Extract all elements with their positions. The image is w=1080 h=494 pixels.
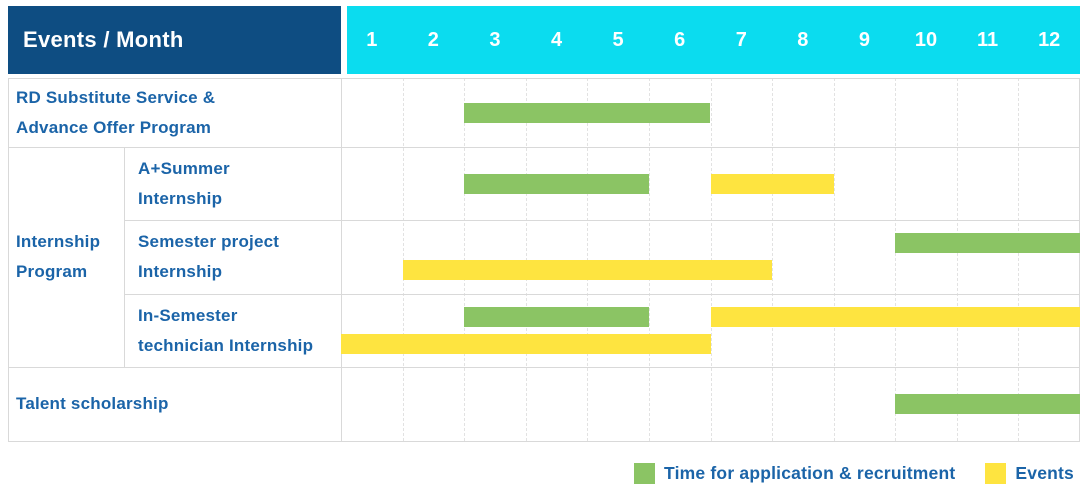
month-label: 2 [427,28,439,51]
gantt-bar-application [464,307,649,327]
group-label: Internship Program [16,232,101,281]
month-label: 1 [366,28,378,51]
grid-line-month [956,78,958,441]
event-color-swatch [985,462,1007,484]
row-label: Talent scholarship [16,394,169,414]
gantt-bar-application [464,103,711,123]
sub-row-label: Semester project Internship [138,232,280,281]
row-divider [8,441,1080,442]
legend: Time for application & recruitment Event… [634,461,1074,485]
grid-line-month [525,78,527,441]
row-divider [124,294,1080,295]
grid-line-month [587,78,589,441]
legend-label-application: Time for application & recruitment [664,462,956,483]
gantt-bar-event [710,307,1080,327]
column-divider [8,78,9,441]
month-label: 3 [489,28,501,51]
sub-row-label: A+Summer Internship [138,158,230,208]
month-label: 5 [612,28,624,51]
legend-label-events: Events [1015,462,1074,483]
gantt-bar-event [402,260,773,280]
month-label: 8 [797,28,809,51]
gantt-bar-application [895,233,1080,253]
grid-line-month [464,78,466,441]
month-label: 10 [914,28,938,51]
grid-line-month [402,78,404,441]
grid-line-month [833,78,835,441]
grid-line-month [710,78,712,441]
month-label: 12 [1038,28,1061,51]
chart-title: Events / Month [23,27,184,52]
row-divider [124,220,1080,221]
sub-row-label: In-Semester technician Internship [138,305,314,355]
grid-line-month [648,78,650,441]
gantt-bar-event [341,334,711,354]
grid-line-month [772,78,774,441]
row-divider [8,78,1080,79]
grid-line-month [1018,78,1020,441]
row-label: RD Substitute Service & Advance Offer Pr… [16,87,216,137]
row-divider [8,367,1080,368]
month-label: 6 [674,28,686,51]
application-color-swatch [634,462,656,484]
column-divider [341,78,342,441]
month-label: 11 [977,28,999,51]
month-label: 7 [735,28,747,51]
month-label: 9 [858,28,870,51]
month-header-bar [347,6,1080,74]
row-divider [8,147,1080,148]
gantt-bar-application [895,394,1080,414]
events-month-header-cell: Events / Month [8,6,341,74]
legend-item-application: Time for application & recruitment [634,462,956,484]
gantt-bar-event [710,174,834,194]
legend-item-events: Events [985,462,1074,484]
column-divider [124,147,125,367]
gantt-bar-application [464,174,649,194]
month-label: 4 [550,28,563,51]
grid-line-month [895,78,897,441]
